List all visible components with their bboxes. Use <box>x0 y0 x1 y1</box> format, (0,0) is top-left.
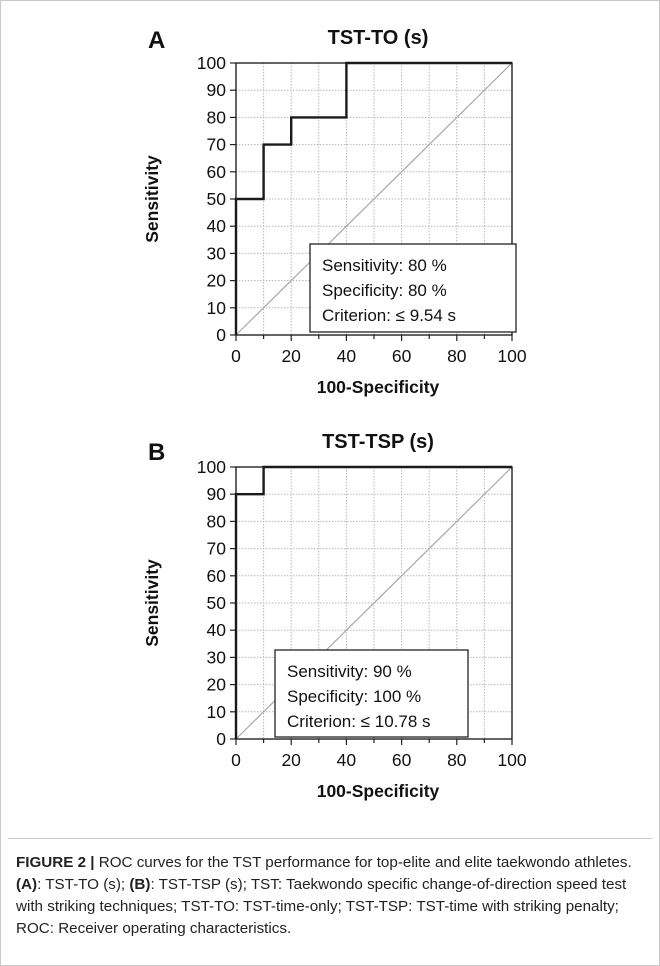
panel-b-title: TST-TSP (s) <box>322 431 434 453</box>
panel-b-stats-line: Specificity: 100 % <box>287 687 421 706</box>
panel-b-y-tick-label: 90 <box>207 484 227 504</box>
panel-a-reference-diagonal <box>235 62 513 336</box>
panel-a-y-tick-label: 100 <box>197 53 226 73</box>
panel-b-y-tick-label: 80 <box>207 511 227 531</box>
panel-b-x-tick-label: 20 <box>281 750 301 770</box>
panel-a-stats-box <box>309 243 517 333</box>
panel-a-x-tick-label: 0 <box>231 346 241 366</box>
caption-label: FIGURE 2 | <box>16 854 95 871</box>
figure-caption: FIGURE 2 | ROC curves for the TST perfor… <box>16 852 644 940</box>
panel-b-y-tick-label: 30 <box>207 647 227 667</box>
panel-a-y-axis-label: Sensitivity <box>142 155 162 243</box>
panel-b-stats-box <box>274 649 469 738</box>
panel-b-x-tick-label: 80 <box>447 750 467 770</box>
panel-b-y-tick-label: 70 <box>207 539 227 559</box>
panel-a-y-tick-label: 10 <box>207 298 227 318</box>
panel-a-x-tick-label: 20 <box>281 346 301 366</box>
panel-b-stats-line: Criterion: ≤ 10.78 s <box>287 712 431 731</box>
caption-text-1: ROC curves for the TST performance for t… <box>94 854 632 871</box>
caption-text-3: : TST-TSP (s); TST: Taekwondo specific c… <box>16 876 627 937</box>
panel-a-x-tick-label: 80 <box>447 346 467 366</box>
caption-ref-a: (A) <box>16 876 38 893</box>
panel-b-y-tick-label: 20 <box>207 675 227 695</box>
panel-b-roc-curve <box>234 465 512 739</box>
panel-a-y-tick-label: 60 <box>207 162 227 182</box>
caption-divider <box>8 838 652 839</box>
panel-a-y-tick-label: 0 <box>216 325 226 345</box>
caption-ref-b: (B) <box>129 876 151 893</box>
panel-a-title: TST-TO (s) <box>328 27 429 49</box>
panel-b-x-tick-label: 100 <box>497 750 526 770</box>
panel-b-x-tick-label: 40 <box>337 750 357 770</box>
panel-a-stats-line: Specificity: 80 % <box>322 281 447 300</box>
panel-b-stats-line: Sensitivity: 90 % <box>287 662 412 681</box>
panel-a-stats-line: Criterion: ≤ 9.54 s <box>322 306 456 325</box>
panel-a-panel-letter: A <box>148 27 165 54</box>
caption-text-2: : TST-TO (s); <box>37 876 130 893</box>
panel-a-x-tick-label: 100 <box>497 346 526 366</box>
panel-a-x-axis-label: 100-Specificity <box>317 377 440 397</box>
panel-b-x-axis-label: 100-Specificity <box>317 781 440 801</box>
panel-a-roc-curve <box>234 61 512 335</box>
panel-b-panel-letter: B <box>148 439 165 466</box>
panel-b-y-tick-label: 0 <box>216 729 226 749</box>
panel-b-y-tick-label: 100 <box>197 457 226 477</box>
panel-b-y-tick-label: 40 <box>207 620 227 640</box>
panel-a-y-tick-label: 70 <box>207 135 227 155</box>
panel-b-x-tick-label: 60 <box>392 750 412 770</box>
panel-b-y-axis-label: Sensitivity <box>142 559 162 647</box>
panel-b-x-tick-label: 0 <box>231 750 241 770</box>
panel-a-x-tick-label: 40 <box>337 346 357 366</box>
panel-a-y-tick-label: 40 <box>207 216 227 236</box>
panel-a-y-tick-label: 80 <box>207 107 227 127</box>
panel-a-x-tick-label: 60 <box>392 346 412 366</box>
panel-a-y-tick-label: 20 <box>207 271 227 291</box>
panel-a-y-tick-label: 50 <box>207 189 227 209</box>
panel-a-stats-line: Sensitivity: 80 % <box>322 256 447 275</box>
panel-b-y-tick-label: 10 <box>207 702 227 722</box>
panel-b-y-tick-label: 60 <box>207 566 227 586</box>
panel-b-y-tick-label: 50 <box>207 593 227 613</box>
panel-a-y-tick-label: 90 <box>207 80 227 100</box>
panel-a-y-tick-label: 30 <box>207 243 227 263</box>
roc-figure: 0 20 40 60 80 1000102030405060708090100TST-TO… <box>142 27 527 801</box>
